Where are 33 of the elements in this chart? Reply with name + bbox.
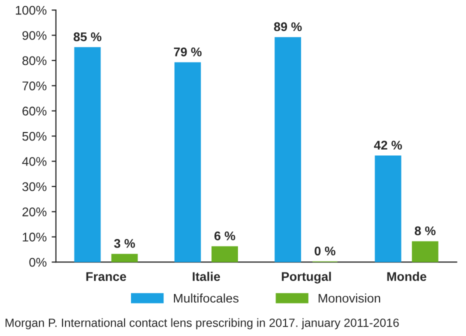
data-label: 3 % [114, 239, 135, 248]
y-tick-label: 70% [22, 81, 46, 90]
legend-label: Multifocales [174, 293, 238, 303]
text: Morgan P. International contact lens prescribing in 2017. january 2011-2016 [6, 318, 399, 330]
bar [374, 156, 402, 262]
y-tick-label: 90% [22, 31, 46, 40]
y-tick-label: 0% [29, 258, 46, 267]
bar [111, 254, 138, 262]
y-tick-label: 30% [22, 182, 46, 192]
y-tick-label: 60% [22, 106, 46, 116]
y-tick-label: 100% [16, 6, 46, 15]
y-tick-label: 80% [22, 56, 46, 66]
y-tick-label: 20% [22, 207, 46, 216]
legend-label: Monovision [318, 293, 380, 303]
bar [74, 47, 101, 262]
data-label: 85 % [74, 32, 102, 42]
x-tick-label: France [86, 272, 126, 281]
y-tick-label: 50% [22, 132, 46, 141]
bar [412, 241, 438, 262]
bar [212, 246, 238, 262]
x-tick-label: Portugal [282, 272, 331, 284]
x-tick-label: Monde [387, 272, 426, 281]
bar [174, 62, 201, 262]
data-label: 8 % [414, 226, 436, 236]
data-label: 42 % [374, 140, 402, 150]
bar [274, 37, 302, 262]
y-tick-label: 10% [22, 232, 46, 242]
data-label: 6 % [214, 231, 236, 240]
y-tick-label: 40% [22, 157, 46, 166]
data-label: 79 % [174, 48, 202, 56]
data-label: 89 % [274, 22, 302, 32]
x-tick-label: Italie [192, 272, 220, 281]
data-label: 0 % [314, 246, 336, 256]
